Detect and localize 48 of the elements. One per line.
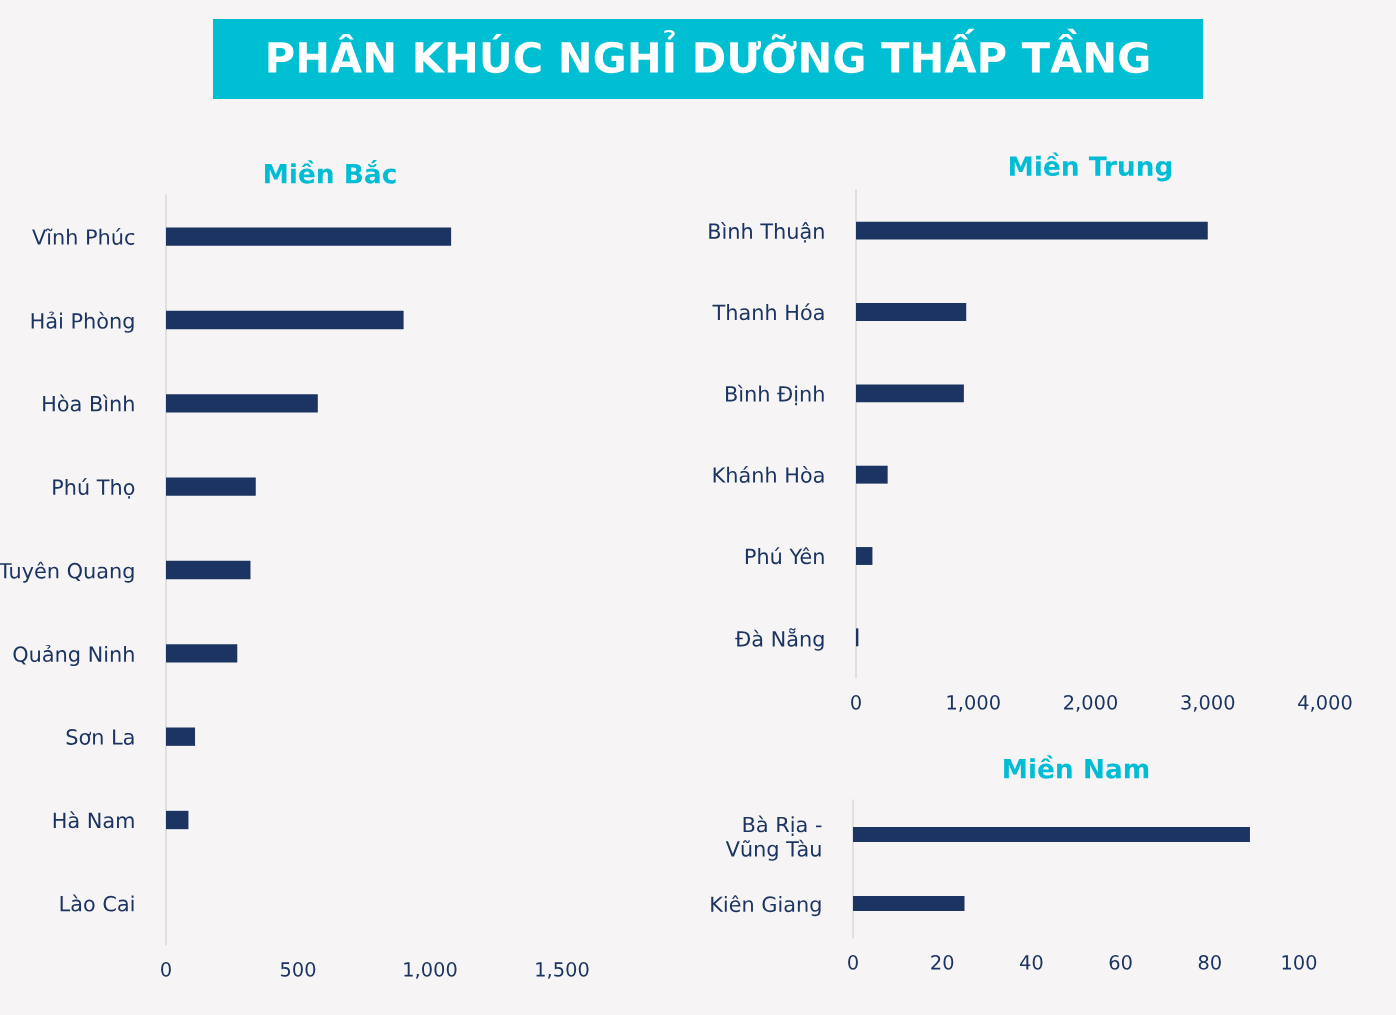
text: PHÂN KHÚC NGHỈ DƯỠNG THẤP TẦNG <box>268 28 1149 74</box>
x-tick-label: 80 <box>1198 955 1221 970</box>
y-tick-label: Khánh Hòa <box>713 465 824 483</box>
y-tick-label: Bình Thuận <box>709 222 824 243</box>
chart-title: Miền Nam <box>1004 755 1149 779</box>
y-tick-label: Thanh Hóa <box>712 303 824 321</box>
x-tick-label: 0 <box>161 962 171 977</box>
y-tick-label: Đà Nẵng <box>735 628 824 651</box>
bar <box>856 221 1208 240</box>
y-tick-label: Lào Cai <box>60 894 134 912</box>
bar <box>856 547 873 565</box>
x-tick-label: 1,000 <box>404 962 457 979</box>
y-tick-label: Phú Yên <box>745 547 824 565</box>
bar <box>856 303 967 321</box>
bar <box>856 384 964 403</box>
y-tick-label: Bà Rịa - Vũng Tàu <box>725 815 822 861</box>
x-tick-label: 100 <box>1282 955 1317 970</box>
x-tick-label: 0 <box>848 955 858 970</box>
bar <box>166 644 238 663</box>
chart-title: Miền Bắc <box>265 159 396 184</box>
x-tick-label: 500 <box>280 962 316 977</box>
x-tick-label: 1,000 <box>947 695 1000 712</box>
x-tick-label: 20 <box>931 955 954 970</box>
bar <box>166 477 256 496</box>
bar <box>166 727 196 746</box>
x-tick-label: 3,000 <box>1181 695 1235 712</box>
y-tick-label: Hòa Bình <box>43 394 134 412</box>
bar <box>166 310 404 330</box>
bar <box>166 227 452 246</box>
y-tick-label: Hải Phòng <box>31 311 134 333</box>
y-tick-label: Kiên Giang <box>711 895 821 917</box>
y-tick-label: Vĩnh Phúc <box>32 227 135 245</box>
y-tick-label: Bình Định <box>726 384 824 406</box>
x-tick-label: 1,500 <box>536 962 589 979</box>
chart-title: Miền Trung <box>1010 152 1172 182</box>
y-tick-label: Quảng Ninh <box>13 644 134 667</box>
bar <box>166 810 189 830</box>
x-tick-label: 40 <box>1019 955 1043 970</box>
x-tick-label: 4,000 <box>1298 695 1352 712</box>
y-tick-label: Hà Nam <box>53 811 134 829</box>
y-tick-label: Phú Thọ <box>53 478 135 499</box>
x-tick-label: 2,000 <box>1064 695 1118 712</box>
bar <box>166 394 318 413</box>
bar <box>166 560 251 580</box>
x-tick-label: 60 <box>1109 955 1132 970</box>
x-tick-label: 0 <box>851 695 861 710</box>
bar <box>856 465 888 484</box>
y-tick-label: Sơn La <box>66 729 134 745</box>
